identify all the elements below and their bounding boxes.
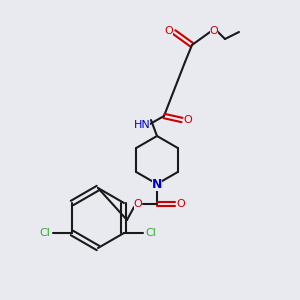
Text: O: O bbox=[165, 26, 173, 36]
Text: O: O bbox=[184, 115, 192, 125]
Text: N: N bbox=[152, 178, 162, 190]
Text: O: O bbox=[210, 26, 218, 36]
Text: O: O bbox=[177, 199, 185, 209]
Text: Cl: Cl bbox=[146, 228, 156, 238]
Text: Cl: Cl bbox=[40, 228, 50, 238]
Text: O: O bbox=[134, 199, 142, 209]
Text: HN: HN bbox=[134, 120, 150, 130]
